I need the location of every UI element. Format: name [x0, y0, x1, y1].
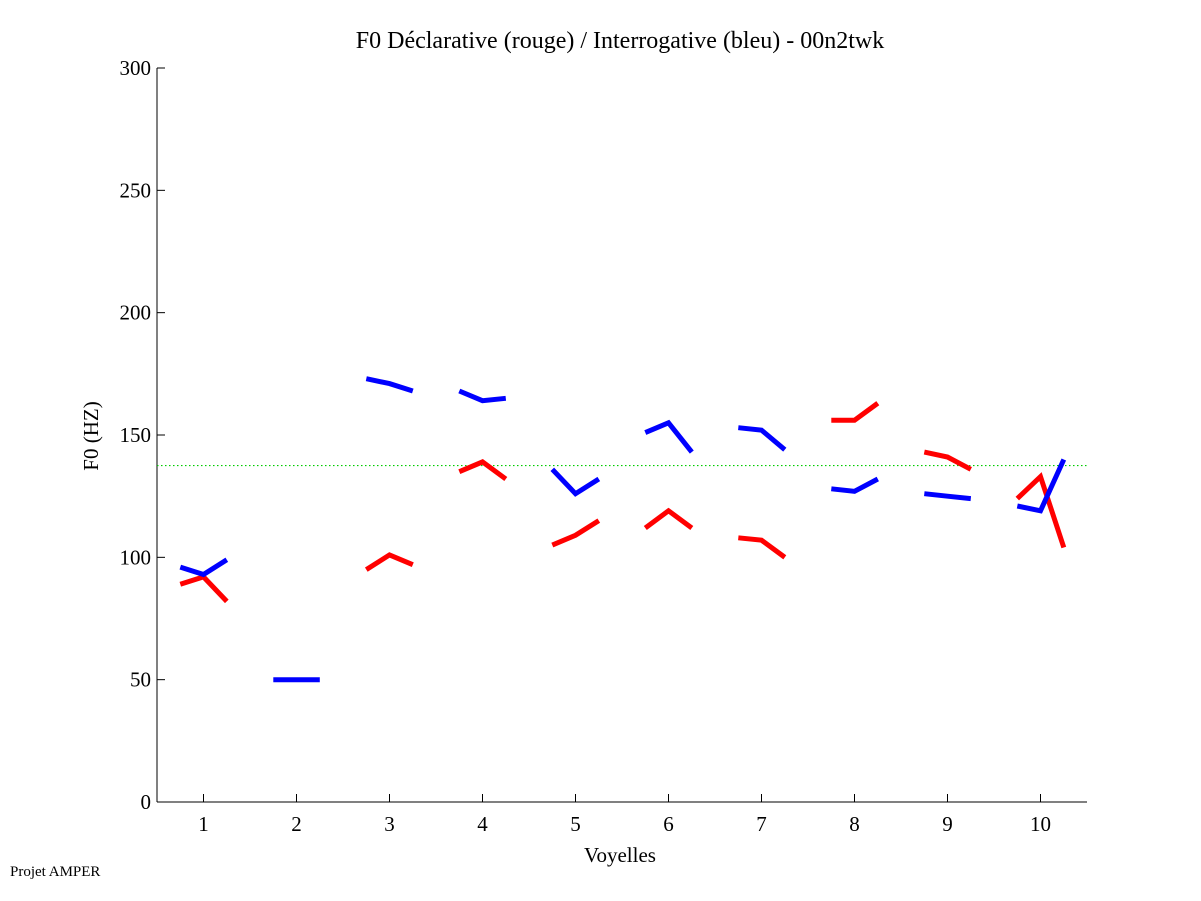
x-tick-label: 1 — [198, 812, 209, 836]
x-axis-label: Voyelles — [584, 843, 656, 867]
f0-segment-vowel-1 — [179, 574, 229, 604]
y-tick-label: 300 — [120, 56, 152, 80]
f0-segment-vowel-5 — [551, 518, 601, 548]
y-tick-label: 100 — [120, 545, 152, 569]
f0-segment-vowel-9 — [924, 491, 972, 502]
f0-segment-vowel-6 — [644, 419, 694, 454]
f0-segment-vowel-9 — [923, 449, 972, 472]
chart-title: F0 Déclarative (rouge) / Interrogative (… — [356, 28, 884, 54]
f0-segment-vowel-10 — [1015, 472, 1067, 549]
x-tick-label: 2 — [291, 812, 302, 836]
y-tick-label: 150 — [120, 423, 152, 447]
f0-segment-vowel-1 — [179, 557, 229, 578]
f0-segment-vowel-7 — [738, 535, 787, 560]
f0-segment-vowel-6 — [643, 507, 694, 531]
f0-segment-vowel-7 — [738, 425, 787, 452]
x-tick-label: 8 — [849, 812, 860, 836]
series-declarative — [179, 401, 1067, 604]
x-tick-label: 6 — [663, 812, 674, 836]
x-tick-label: 10 — [1030, 812, 1051, 836]
x-tick-label: 9 — [942, 812, 953, 836]
y-tick-label: 250 — [120, 178, 152, 202]
y-tick-label: 50 — [130, 668, 151, 692]
f0-segment-vowel-4 — [458, 459, 508, 482]
x-tick-label: 5 — [570, 812, 581, 836]
f0-segment-vowel-4 — [458, 388, 507, 404]
y-tick-label: 200 — [120, 301, 152, 325]
f0-segment-vowel-3 — [365, 376, 414, 394]
y-axis-label: F0 (HZ) — [79, 401, 103, 470]
x-tick-label: 3 — [384, 812, 395, 836]
f0-segment-vowel-10 — [1016, 458, 1067, 514]
f0-segment-vowel-5 — [550, 467, 601, 497]
f0-segment-vowel-3 — [364, 552, 414, 572]
x-tick-label: 7 — [756, 812, 767, 836]
x-tick-label: 4 — [477, 812, 488, 836]
series-interrogative — [179, 376, 1067, 683]
f0-segment-vowel-8 — [831, 401, 880, 423]
y-tick-label: 0 — [141, 790, 152, 814]
footer-note: Projet AMPER — [10, 864, 101, 880]
f0-segment-vowel-8 — [831, 476, 879, 494]
axes: 0 50 100 150 200 250 300 1 2 3 4 5 6 7 8 9 10 — [120, 56, 1087, 836]
series-layer — [179, 376, 1067, 683]
